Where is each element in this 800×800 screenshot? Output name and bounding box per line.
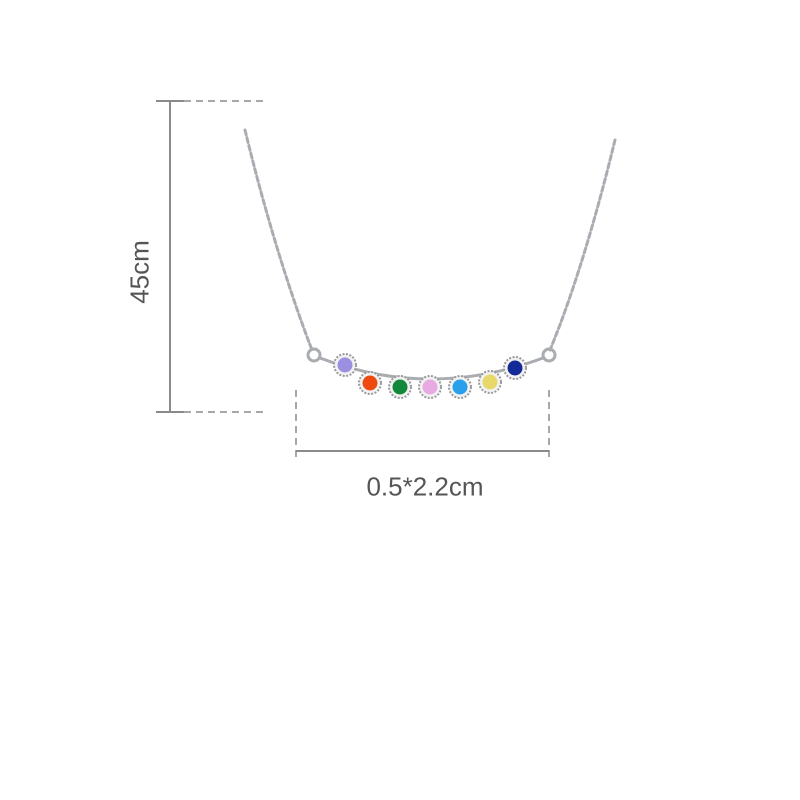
gem (392, 379, 408, 395)
gem (337, 357, 353, 373)
gem-row (333, 353, 527, 399)
gem (422, 379, 438, 395)
chain (243, 128, 617, 381)
gem (452, 379, 468, 395)
length-dimension-line (156, 100, 265, 413)
gem (362, 375, 378, 391)
length-label: 45cm (124, 240, 155, 304)
pendant-dimension-line (295, 390, 550, 462)
gem (507, 360, 523, 376)
pendant-size-label: 0.5*2.2cm (366, 471, 484, 502)
gem (482, 374, 498, 390)
